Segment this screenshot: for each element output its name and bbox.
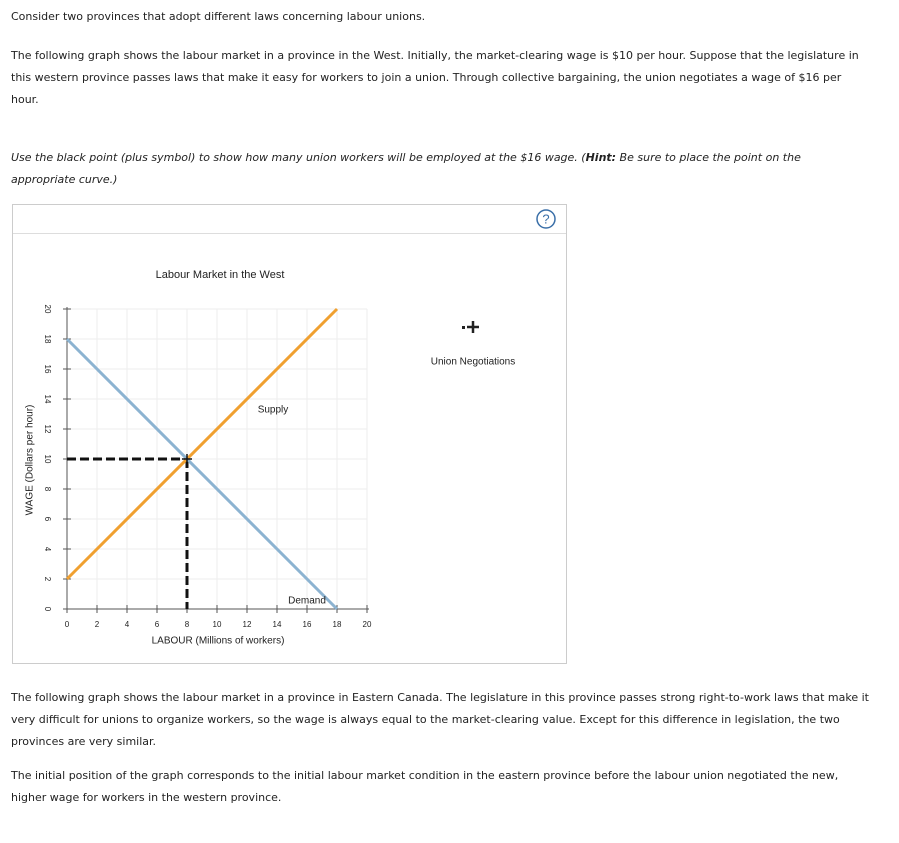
y-tick-label: 16 (43, 365, 52, 374)
y-tick-label: 18 (43, 335, 52, 344)
y-tick-label: 0 (43, 607, 52, 612)
x-tick-label: 6 (155, 620, 160, 629)
plot-area[interactable]: 0 2 4 6 8 10 12 14 16 18 20 0 2 4 6 8 10 12 14 16 18 20 Supply… (43, 305, 372, 630)
y-tick-label: 2 (43, 577, 52, 582)
y-tick-label: 10 (43, 455, 52, 464)
paragraph: The following graph shows the labour mar… (11, 691, 869, 748)
intro: Consider two provinces that adopt differ… (11, 10, 426, 23)
x-tick-label: 2 (95, 620, 100, 629)
x-axis-label: LABOUR (Millions of workers) (152, 636, 285, 647)
help-icon[interactable]: ? (542, 211, 549, 226)
x-tick-label: 18 (333, 620, 342, 629)
y-tick-label: 8 (43, 487, 52, 492)
series-label: Demand (288, 596, 326, 607)
y-axis-label: WAGE (Dollars per hour) (25, 405, 36, 516)
x-tick-label: 20 (363, 620, 372, 629)
x-tick-label: 8 (185, 620, 190, 629)
x-tick-label: 16 (303, 620, 312, 629)
x-tick-label: 10 (213, 620, 222, 629)
palette-point[interactable] (467, 321, 479, 333)
x-tick-label: 14 (273, 620, 282, 629)
x-tick-label: 0 (65, 620, 70, 629)
palette[interactable] (462, 321, 479, 333)
hint: Hint: (585, 151, 617, 164)
y-tick-label: 12 (43, 425, 52, 434)
series-label: Supply (258, 405, 289, 416)
y-tick-label: 6 (43, 517, 52, 522)
instruction-text: Use the black point (plus symbol) to sho… (11, 151, 586, 164)
instruction: Use the black point (plus symbol) to sho… (11, 147, 846, 191)
chart-title: Labour Market in the West (156, 269, 285, 281)
y-tick-label: 4 (43, 547, 52, 552)
paragraph: The initial position of the graph corres… (11, 769, 839, 804)
chart-frame (12, 204, 567, 664)
y-tick-label: 20 (43, 305, 52, 314)
instruction-text: Be sure to place the point on the approp… (11, 151, 801, 186)
palette-label: Union Negotiations (431, 357, 516, 368)
y-tick-label: 14 (43, 395, 52, 404)
equilibrium-point (182, 454, 192, 464)
x-tick-label: 4 (125, 620, 130, 629)
series-line (65, 307, 339, 581)
series-line (65, 337, 339, 611)
help-button[interactable] (536, 209, 556, 229)
question: The following graph shows the labour mar… (11, 49, 859, 106)
x-tick-label: 12 (243, 620, 252, 629)
palette-handle[interactable] (462, 326, 465, 329)
